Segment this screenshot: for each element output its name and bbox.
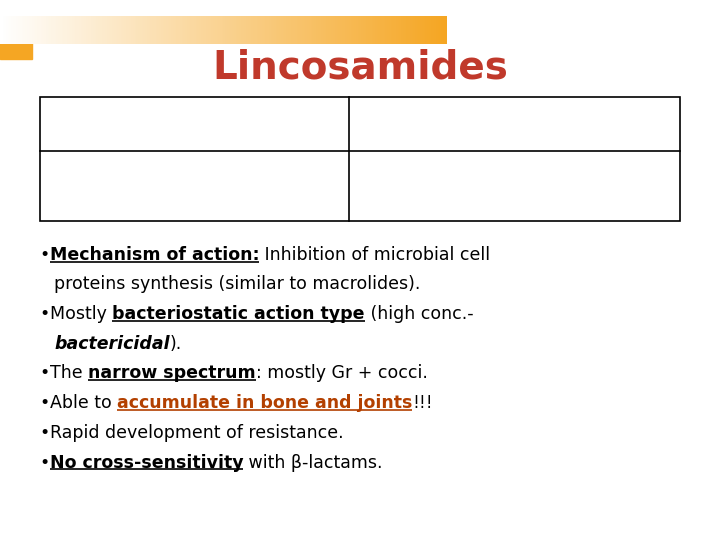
Text: ).: ). xyxy=(170,335,182,353)
Text: Able to: Able to xyxy=(50,394,117,412)
Text: proteins synthesis (similar to macrolides).: proteins synthesis (similar to macrolide… xyxy=(54,275,420,293)
Text: •: • xyxy=(40,305,50,323)
Text: Lincosamides: Lincosamides xyxy=(212,49,508,86)
Text: •: • xyxy=(40,246,50,264)
Text: Natural: Natural xyxy=(157,115,232,133)
Text: narrow spectrum: narrow spectrum xyxy=(88,364,256,382)
Text: Lincomycin: Lincomycin xyxy=(54,177,167,195)
Bar xyxy=(0,39,32,59)
Text: •: • xyxy=(40,424,50,442)
Text: •: • xyxy=(40,394,50,412)
Text: •: • xyxy=(40,364,50,382)
Text: •: • xyxy=(40,454,50,471)
Bar xyxy=(40,97,680,221)
Text: : mostly Gr + cocci.: : mostly Gr + cocci. xyxy=(256,364,428,382)
Text: No cross-sensitivity: No cross-sensitivity xyxy=(50,454,243,471)
Text: !!!: !!! xyxy=(413,394,433,412)
Text: The: The xyxy=(50,364,88,382)
Bar xyxy=(0,18,32,39)
Text: (high conc.-: (high conc.- xyxy=(365,305,473,323)
Text: bacteriostatic action type: bacteriostatic action type xyxy=(112,305,365,323)
Text: Rapid development of resistance.: Rapid development of resistance. xyxy=(50,424,343,442)
Text: with β-lactams.: with β-lactams. xyxy=(243,454,383,471)
Text: Clindamycin (Dalacin
C): Clindamycin (Dalacin C) xyxy=(364,166,576,206)
Text: Mechanism of action:: Mechanism of action: xyxy=(50,246,259,264)
Text: Mostly: Mostly xyxy=(50,305,112,323)
Text: bactericidal: bactericidal xyxy=(54,335,170,353)
Text: Inhibition of microbial cell: Inhibition of microbial cell xyxy=(259,246,490,264)
Text: Semisynthetic: Semisynthetic xyxy=(443,115,587,133)
Text: accumulate in bone and joints: accumulate in bone and joints xyxy=(117,394,413,412)
